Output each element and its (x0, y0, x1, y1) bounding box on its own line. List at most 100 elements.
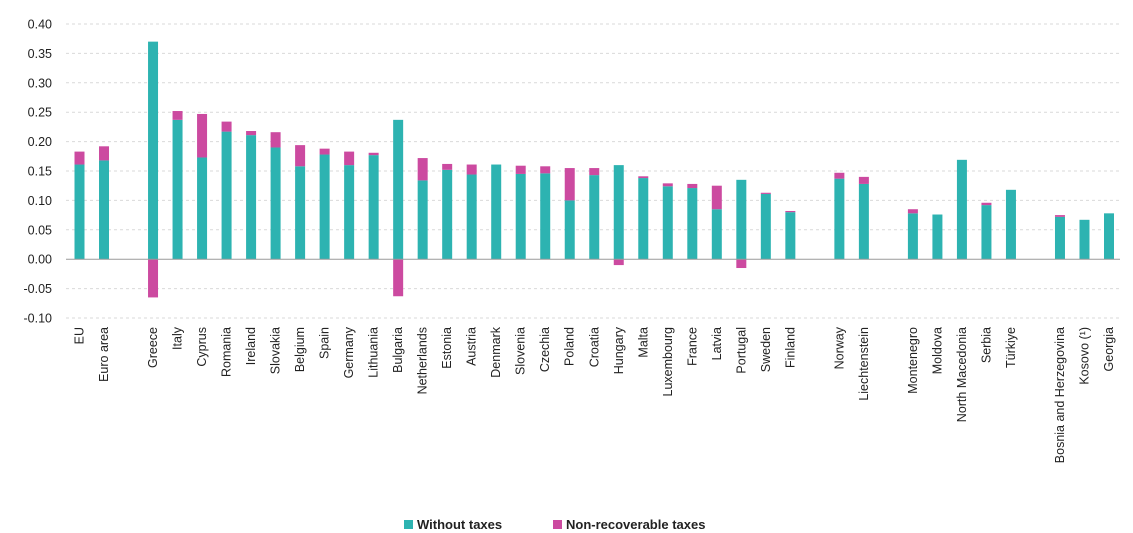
y-tick-label: -0.10 (24, 312, 53, 326)
bar-non-recoverable-taxes-netherlands (417, 158, 428, 181)
bar-without-taxes-portugal (736, 179, 747, 260)
x-label-ireland: Ireland (244, 327, 258, 365)
bar-non-recoverable-taxes-luxembourg (662, 183, 673, 187)
bar-without-taxes-ireland (246, 135, 257, 260)
x-label-estonia: Estonia (440, 327, 454, 369)
bar-without-taxes-lithuania (368, 155, 379, 260)
bar-without-taxes-germany (344, 165, 355, 260)
bar-non-recoverable-taxes-belgium (295, 145, 306, 167)
bar-without-taxes-cyprus (197, 157, 208, 260)
bar-non-recoverable-taxes-austria (466, 164, 477, 175)
bar-non-recoverable-taxes-greece (148, 259, 159, 298)
x-label-romania: Romania (220, 327, 234, 377)
bar-without-taxes-moldova (932, 214, 943, 260)
bar-non-recoverable-taxes-bulgaria (393, 259, 404, 297)
x-label-croatia: Croatia (587, 327, 601, 367)
x-label-liechtenstein: Liechtenstein (857, 327, 871, 401)
bar-non-recoverable-taxes-malta (638, 176, 649, 179)
bar-without-taxes-sweden (760, 193, 771, 260)
y-tick-label: 0.40 (28, 18, 52, 32)
bar-non-recoverable-taxes-spain (319, 148, 330, 155)
bar-without-taxes-latvia (711, 209, 722, 260)
bar-without-taxes-belgium (295, 166, 306, 260)
x-label-germany: Germany (342, 326, 356, 378)
bar-non-recoverable-taxes-latvia (711, 185, 722, 210)
y-tick-label: 0.35 (28, 47, 52, 61)
x-label-serbia: Serbia (979, 327, 993, 363)
bar-without-taxes-bulgaria (393, 119, 404, 260)
bar-without-taxes-finland (785, 212, 796, 260)
bar-non-recoverable-taxes-estonia (442, 163, 453, 170)
bar-without-taxes-montenegro (907, 213, 918, 260)
bar-without-taxes-bosnia-and-herzegovina (1054, 216, 1065, 260)
x-label-malta: Malta (636, 327, 650, 358)
bar-non-recoverable-taxes-slovakia (270, 132, 281, 148)
x-label-bulgaria: Bulgaria (391, 327, 405, 373)
grid-layer (66, 23, 1120, 319)
bar-non-recoverable-taxes-romania (221, 121, 232, 132)
bar-without-taxes-eu (74, 164, 85, 260)
bar-without-taxes-denmark (491, 164, 502, 260)
x-label-georgia: Georgia (1102, 327, 1116, 372)
bar-non-recoverable-taxes-sweden (760, 192, 771, 194)
y-tick-label: -0.05 (24, 282, 53, 296)
bar-non-recoverable-taxes-eu (74, 151, 85, 165)
bar-non-recoverable-taxes-germany (344, 151, 355, 166)
x-label-eu: EU (73, 327, 87, 344)
bar-non-recoverable-taxes-serbia (981, 202, 992, 206)
x-label-czechia: Czechia (538, 327, 552, 372)
x-label-greece: Greece (146, 327, 160, 368)
bar-non-recoverable-taxes-hungary (613, 259, 624, 266)
bar-without-taxes-euro-area (99, 160, 110, 260)
x-label-portugal: Portugal (734, 327, 748, 374)
bar-without-taxes-austria (466, 174, 477, 260)
x-label-belgium: Belgium (293, 327, 307, 372)
legend-swatch-non-recoverable-taxes (553, 520, 562, 529)
bar-without-taxes-malta (638, 178, 649, 260)
x-label-montenegro: Montenegro (906, 327, 920, 394)
bar-without-taxes-italy (172, 119, 183, 260)
bar-without-taxes-turkiye (1005, 189, 1016, 260)
bar-without-taxes-north-macedonia (956, 159, 967, 260)
x-label-austria: Austria (465, 327, 479, 366)
x-label-north-macedonia: North Macedonia (955, 327, 969, 422)
bar-non-recoverable-taxes-montenegro (907, 209, 918, 214)
bar-non-recoverable-taxes-czechia (540, 166, 551, 174)
bar-without-taxes-czechia (540, 173, 551, 260)
bar-non-recoverable-taxes-italy (172, 111, 183, 120)
x-label-poland: Poland (563, 327, 577, 366)
y-tick-label: 0.15 (28, 165, 52, 179)
legend-label-without-taxes: Without taxes (417, 517, 502, 532)
x-label-spain: Spain (318, 327, 332, 359)
bar-without-taxes-liechtenstein (858, 183, 869, 260)
bar-without-taxes-kosovo (1079, 219, 1090, 260)
bar-non-recoverable-taxes-lithuania (368, 152, 379, 156)
x-label-denmark: Denmark (489, 326, 503, 377)
bar-without-taxes-slovakia (270, 147, 281, 260)
bar-non-recoverable-taxes-croatia (589, 168, 600, 176)
legend-swatch-without-taxes (404, 520, 413, 529)
x-label-luxembourg: Luxembourg (661, 327, 675, 397)
bar-non-recoverable-taxes-portugal (736, 259, 747, 269)
x-axis-labels: EU Euro area Greece Italy Cyprus Romania Irela… (73, 326, 1117, 463)
bar-without-taxes-netherlands (417, 180, 428, 260)
x-label-italy: Italy (171, 326, 185, 350)
bar-without-taxes-poland (564, 200, 575, 260)
bar-non-recoverable-taxes-ireland (246, 131, 257, 136)
bar-non-recoverable-taxes-bosnia-and-herzegovina (1054, 215, 1065, 217)
x-label-slovakia: Slovakia (269, 327, 283, 374)
bar-non-recoverable-taxes-cyprus (197, 113, 208, 158)
bar-layer (74, 41, 1114, 298)
x-label-finland: Finland (783, 327, 797, 368)
bar-without-taxes-france (687, 188, 698, 260)
x-label-bosnia-and-herzegovina: Bosnia and Herzegovina (1053, 327, 1067, 463)
bar-non-recoverable-taxes-poland (564, 168, 575, 201)
legend: Without taxes Non-recoverable taxes (404, 517, 705, 532)
x-label-sweden: Sweden (759, 327, 773, 372)
x-label-norway: Norway (832, 326, 846, 369)
bar-without-taxes-greece (148, 41, 159, 260)
bar-without-taxes-norway (834, 178, 845, 260)
x-label-moldova: Moldova (930, 327, 944, 374)
bar-non-recoverable-taxes-slovenia (515, 165, 526, 174)
